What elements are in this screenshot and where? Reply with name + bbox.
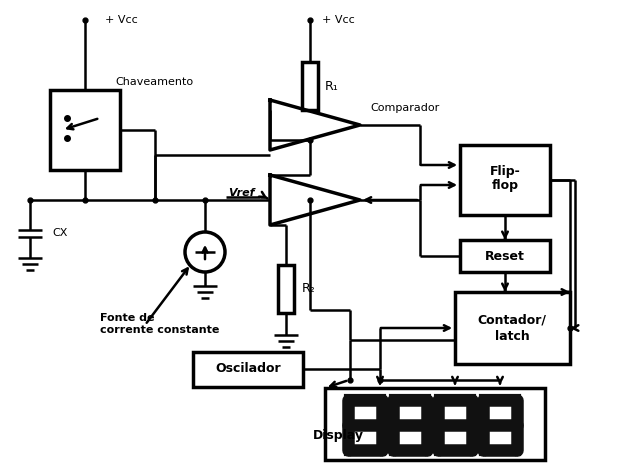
Text: Comparador: Comparador (370, 103, 439, 113)
Text: corrente constante: corrente constante (100, 325, 219, 335)
Text: Oscilador: Oscilador (215, 362, 281, 376)
Text: Flip-: Flip- (489, 165, 521, 179)
Text: latch: latch (494, 329, 529, 343)
Text: Reset: Reset (485, 250, 525, 263)
Text: + Vcc: + Vcc (322, 15, 355, 25)
Bar (50, 90, 120, 170)
Bar (455, 292, 570, 364)
Bar (325, 388, 545, 460)
Bar (302, 62, 318, 110)
Text: CX: CX (52, 228, 68, 238)
Text: R₂: R₂ (302, 282, 316, 296)
Polygon shape (270, 175, 360, 225)
Text: Contador/: Contador/ (478, 313, 546, 327)
Bar (460, 240, 550, 272)
Bar (460, 145, 550, 215)
Text: R₁: R₁ (325, 79, 339, 93)
Text: flop: flop (491, 180, 519, 193)
Text: Fonte de: Fonte de (100, 313, 154, 323)
Bar (193, 352, 303, 387)
Text: Chaveamento: Chaveamento (115, 77, 193, 87)
Polygon shape (270, 100, 360, 150)
Bar (481, 396, 519, 454)
Text: + Vcc: + Vcc (105, 15, 138, 25)
Text: Vref: Vref (228, 188, 254, 198)
Text: Display: Display (313, 429, 364, 441)
Bar (346, 396, 384, 454)
Bar (391, 396, 429, 454)
Bar (436, 396, 474, 454)
Bar (278, 265, 294, 313)
